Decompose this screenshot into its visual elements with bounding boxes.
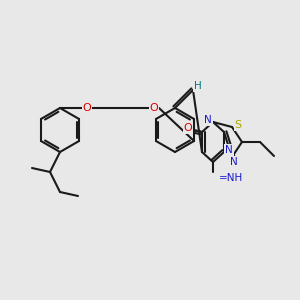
Text: =NH: =NH [219, 173, 243, 183]
Text: O: O [150, 103, 158, 113]
Text: N: N [230, 157, 238, 167]
Text: H: H [194, 81, 202, 91]
Text: O: O [184, 123, 192, 133]
Text: S: S [234, 120, 242, 130]
Text: O: O [82, 103, 91, 113]
Text: N: N [204, 115, 212, 125]
Text: N: N [225, 145, 233, 155]
